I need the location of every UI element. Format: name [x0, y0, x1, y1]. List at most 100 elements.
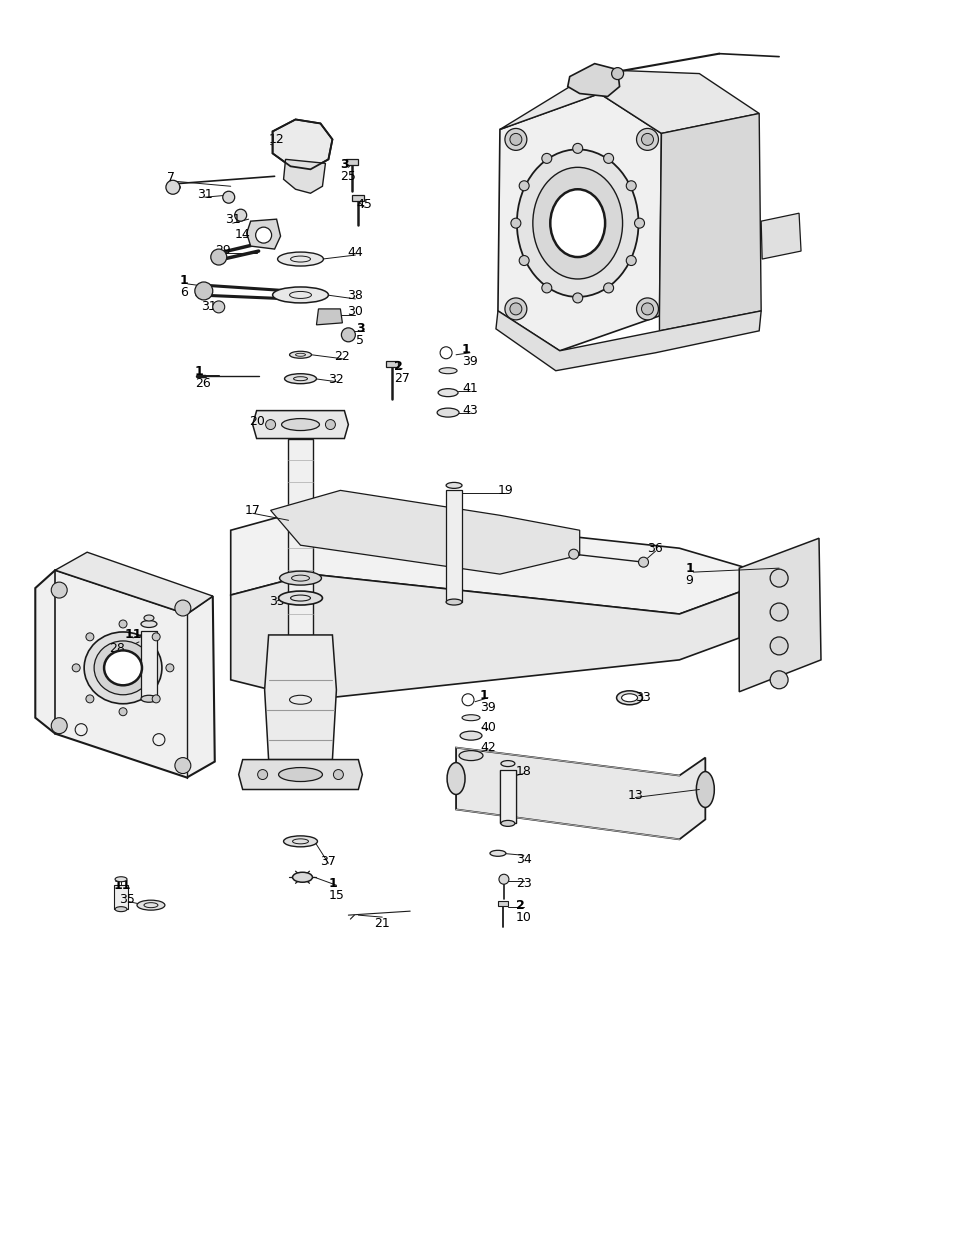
- Circle shape: [213, 301, 225, 312]
- Circle shape: [51, 582, 67, 598]
- Circle shape: [625, 256, 636, 266]
- Ellipse shape: [104, 651, 142, 685]
- Text: 1: 1: [194, 366, 203, 378]
- Bar: [352, 195, 364, 201]
- Circle shape: [265, 420, 275, 430]
- Text: 23: 23: [516, 877, 531, 889]
- Ellipse shape: [137, 900, 165, 910]
- Ellipse shape: [533, 167, 622, 279]
- Text: 32: 32: [328, 373, 344, 387]
- Ellipse shape: [500, 820, 515, 826]
- Circle shape: [166, 664, 173, 672]
- Polygon shape: [456, 747, 704, 840]
- Text: 1: 1: [479, 689, 488, 703]
- Text: 38: 38: [347, 289, 363, 303]
- Circle shape: [152, 695, 160, 703]
- Bar: [141, 631, 157, 699]
- Ellipse shape: [517, 149, 638, 296]
- Ellipse shape: [94, 641, 152, 695]
- Text: 6: 6: [180, 287, 188, 299]
- Circle shape: [625, 180, 636, 190]
- Text: 37: 37: [320, 855, 336, 868]
- Text: 34: 34: [516, 853, 531, 866]
- Circle shape: [211, 249, 227, 266]
- Text: 1: 1: [180, 274, 189, 288]
- Polygon shape: [316, 309, 342, 325]
- Polygon shape: [273, 120, 332, 169]
- Circle shape: [51, 718, 67, 734]
- Ellipse shape: [273, 287, 328, 303]
- Circle shape: [509, 133, 521, 146]
- Bar: [497, 902, 507, 906]
- Circle shape: [166, 180, 180, 194]
- Text: 2: 2: [516, 899, 524, 911]
- Text: 40: 40: [479, 721, 496, 734]
- Ellipse shape: [446, 483, 461, 488]
- Text: 39: 39: [479, 701, 496, 714]
- Circle shape: [603, 283, 613, 293]
- Ellipse shape: [278, 592, 322, 605]
- Ellipse shape: [461, 715, 479, 721]
- Ellipse shape: [459, 731, 481, 740]
- Text: 27: 27: [394, 372, 410, 385]
- Circle shape: [86, 632, 93, 641]
- Ellipse shape: [290, 351, 312, 358]
- Text: 33: 33: [635, 692, 651, 704]
- Circle shape: [341, 327, 355, 342]
- Circle shape: [504, 128, 526, 151]
- Text: 13: 13: [627, 789, 642, 802]
- Ellipse shape: [447, 762, 464, 794]
- Circle shape: [174, 757, 191, 773]
- Circle shape: [611, 68, 623, 79]
- Polygon shape: [253, 410, 348, 438]
- Ellipse shape: [144, 615, 153, 621]
- Polygon shape: [247, 219, 280, 249]
- Ellipse shape: [141, 620, 157, 627]
- Text: 45: 45: [356, 198, 372, 211]
- Text: 1: 1: [684, 562, 694, 574]
- Circle shape: [119, 620, 127, 627]
- Ellipse shape: [278, 768, 322, 782]
- Ellipse shape: [115, 877, 127, 882]
- Circle shape: [541, 283, 551, 293]
- Bar: [346, 159, 358, 165]
- Ellipse shape: [115, 906, 127, 911]
- Text: 44: 44: [347, 246, 363, 258]
- Circle shape: [640, 133, 653, 146]
- Circle shape: [234, 209, 247, 221]
- Circle shape: [509, 303, 521, 315]
- Text: 19: 19: [497, 484, 513, 496]
- Circle shape: [636, 298, 658, 320]
- Polygon shape: [739, 538, 821, 692]
- Ellipse shape: [436, 408, 458, 417]
- Circle shape: [222, 191, 234, 204]
- Text: 30: 30: [347, 305, 363, 319]
- Text: 1: 1: [328, 877, 336, 889]
- Text: 42: 42: [479, 741, 496, 755]
- Polygon shape: [496, 311, 760, 370]
- Text: 22: 22: [335, 351, 350, 363]
- Text: 17: 17: [244, 504, 260, 516]
- Ellipse shape: [284, 374, 316, 384]
- Polygon shape: [35, 571, 214, 778]
- Polygon shape: [271, 490, 579, 574]
- Circle shape: [119, 708, 127, 716]
- Circle shape: [769, 569, 787, 587]
- Ellipse shape: [550, 189, 604, 257]
- Ellipse shape: [293, 872, 313, 882]
- Text: 28: 28: [109, 642, 125, 656]
- Text: 18: 18: [516, 764, 531, 778]
- Circle shape: [194, 282, 213, 300]
- Text: 7: 7: [167, 170, 174, 184]
- Circle shape: [257, 769, 268, 779]
- Ellipse shape: [500, 761, 515, 767]
- Polygon shape: [55, 552, 213, 614]
- Ellipse shape: [84, 632, 162, 704]
- Text: 31: 31: [196, 188, 213, 201]
- Circle shape: [769, 671, 787, 689]
- Polygon shape: [283, 159, 325, 193]
- Text: 29: 29: [214, 243, 231, 257]
- Circle shape: [174, 600, 191, 616]
- Text: 39: 39: [461, 356, 477, 368]
- Polygon shape: [499, 69, 759, 133]
